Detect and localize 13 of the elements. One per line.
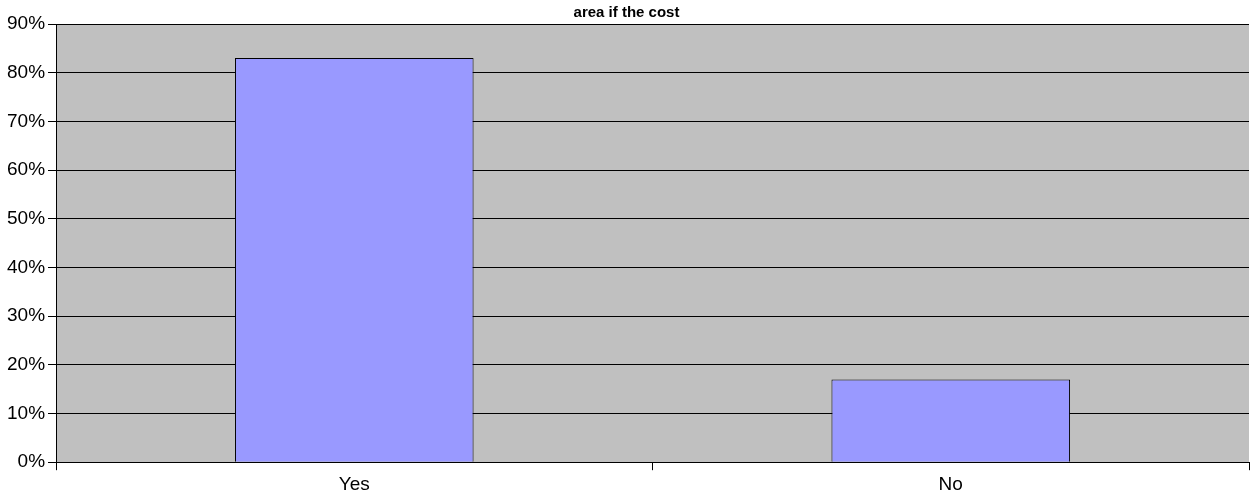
- y-tick-label: 30%: [7, 304, 46, 326]
- y-tick-label: 0%: [17, 450, 46, 472]
- y-tick-label: 50%: [7, 206, 46, 228]
- y-tick-label: 40%: [7, 255, 46, 277]
- chart-title: area if the cost: [573, 3, 680, 21]
- y-tick-label: 80%: [7, 60, 46, 82]
- x-tick-label: No: [938, 472, 963, 494]
- y-tick-label: 90%: [7, 12, 46, 34]
- x-tick-label: Yes: [338, 472, 370, 494]
- y-tick-label: 70%: [7, 109, 46, 131]
- y-tick-label: 60%: [7, 158, 46, 180]
- y-tick-label: 20%: [7, 353, 46, 375]
- y-tick-label: 10%: [7, 401, 46, 423]
